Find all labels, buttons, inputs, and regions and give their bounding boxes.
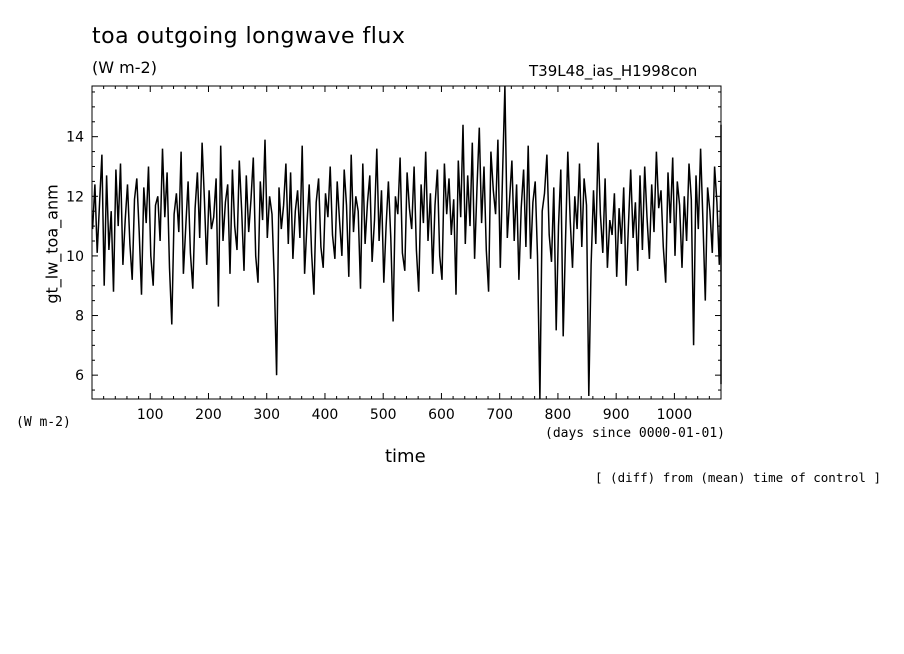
x-tick-label: 900 [603,407,630,423]
x-tick-label: 600 [428,407,455,423]
left-units-label: (W m-2) [16,415,71,430]
y-tick-label: 8 [75,309,84,325]
y-tick-label: 12 [66,189,84,205]
x-tick-label: 1000 [657,407,693,423]
axis-tick-labels: 100 200 300 400 500 600 700 800 900 1000 6 8 10 12 14 [66,130,692,423]
x-axis-label: time [385,446,426,467]
plot-frame [91,85,722,400]
y-tick-label: 6 [75,368,84,384]
y-tick-label: 10 [66,249,84,265]
x-tick-label: 700 [486,407,513,423]
y-tick-label: 14 [66,130,84,146]
x-tick-label: 300 [253,407,280,423]
series-line [91,85,722,400]
chart-units: (W m-2) [92,58,157,77]
x-tick-label: 100 [137,407,164,423]
run-name: T39L48_ias_H1998con [529,62,698,80]
axis-ticks [92,86,721,399]
footer-note: [ (diff) from (mean) time of control ] [595,470,881,485]
x-tick-label: 400 [312,407,339,423]
chart-title: toa outgoing longwave flux [92,24,406,49]
x-tick-label: 500 [370,407,397,423]
x-tick-label: 800 [545,407,572,423]
x-tick-label: 200 [195,407,222,423]
x-axis-unit-note: (days since 0000-01-01) [545,426,726,441]
